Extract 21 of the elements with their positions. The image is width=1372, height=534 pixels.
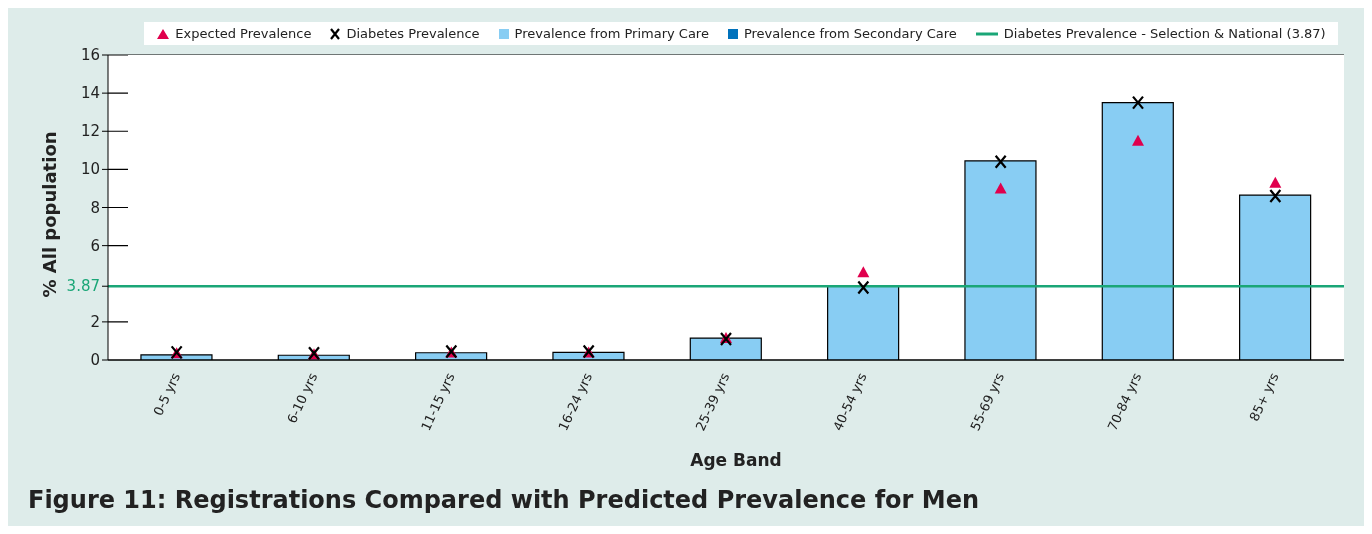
y-tick-label: 8 bbox=[90, 198, 100, 217]
y-tick-label: 0 bbox=[90, 351, 100, 369]
y-tick-label: 6 bbox=[90, 236, 100, 255]
x-tick-label: 6-10 yrs bbox=[284, 370, 321, 426]
x-tick-label: 0-5 yrs bbox=[150, 370, 184, 418]
y-tick-label: 10 bbox=[80, 160, 100, 179]
y-tick-label: 3.87 bbox=[66, 277, 100, 296]
legend-label: Expected Prevalence bbox=[174, 26, 312, 41]
y-tick-label: 14 bbox=[80, 84, 100, 103]
y-axis-title: % All population bbox=[39, 131, 61, 298]
legend-label: Diabetes Prevalence bbox=[345, 26, 480, 41]
legend-label: Prevalence from Secondary Care bbox=[742, 26, 957, 41]
legend-label: Prevalence from Primary Care bbox=[513, 26, 709, 41]
x-tick-label: 85+ yrs bbox=[1246, 370, 1282, 424]
x-tick-label: 40-54 yrs bbox=[830, 370, 870, 433]
text: Figure 11: Registrations Compared with Predicted Prevalence for Men bbox=[28, 486, 979, 514]
y-tick-label: 16 bbox=[80, 46, 100, 64]
y-tick-label: 2 bbox=[90, 312, 100, 331]
x-axis-title: Age Band bbox=[689, 449, 783, 472]
y-tick-label: 12 bbox=[80, 122, 100, 141]
legend-label: Diabetes Prevalence - Selection & National (3.87) bbox=[1002, 26, 1326, 41]
